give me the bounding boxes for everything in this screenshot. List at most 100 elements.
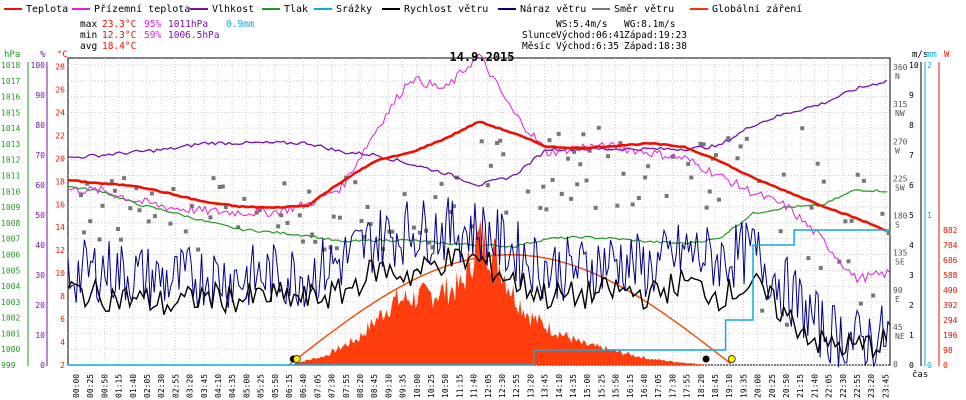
y-tick-pressure: 1004 (1, 282, 20, 291)
y-tick-direction: 0 (893, 360, 898, 369)
direction-point (307, 189, 312, 194)
x-tick-label: 15:50 (612, 374, 621, 398)
svg-text:Rychlost větru: Rychlost větru (404, 3, 488, 15)
x-tick-label: 18:45 (711, 374, 720, 398)
direction-point (211, 176, 216, 181)
legend-item-teplota[interactable]: Teplota (4, 4, 68, 15)
direction-point (566, 156, 570, 161)
direction-point (809, 205, 814, 210)
legend-item-smer[interactable]: Směr větru (592, 3, 674, 15)
y-tick-radiation: 882 (943, 226, 958, 235)
direction-point (781, 172, 786, 177)
direction-point (581, 132, 586, 137)
y-tick-pressure: 1010 (1, 187, 20, 196)
direction-point (578, 162, 583, 167)
y-tick-pressure: 1018 (1, 61, 20, 70)
y-tick-direction-name: E (895, 295, 900, 304)
y-tick-humidity: 90 (35, 91, 45, 100)
y-tick-pressure: 999 (1, 361, 16, 370)
y-tick-wind: 2 (909, 301, 914, 310)
y-tick-temperature: 18 (55, 177, 65, 186)
svg-text:Srážky: Srážky (336, 3, 372, 15)
legend-item-zareni[interactable]: Globální záření (690, 3, 802, 15)
legend-item-srazky[interactable]: Srážky (314, 3, 372, 15)
legend-item-tlak[interactable]: Tlak (262, 4, 308, 15)
y-tick-temperature: 8 (60, 292, 65, 301)
xaxis-label: čas (912, 369, 928, 380)
direction-point (418, 230, 422, 235)
y-tick-radiation: 784 (943, 241, 958, 250)
legend-item-rychlost[interactable]: Rychlost větru (382, 3, 488, 15)
y-tick-pressure: 1002 (1, 314, 20, 323)
legend-item-vlhkost[interactable]: Vlhkost (190, 4, 254, 15)
y-tick-temperature: 16 (55, 200, 65, 209)
direction-point (784, 322, 789, 327)
direction-point (584, 178, 589, 183)
direction-point (735, 156, 740, 161)
stats-mesic-zapad: Západ:18:38 (624, 41, 687, 52)
x-tick-label: 13:20 (526, 374, 535, 398)
svg-text:Přízemní teplota: Přízemní teplota (94, 3, 190, 15)
direction-point (128, 206, 133, 211)
direction-point (82, 230, 86, 235)
direction-point (282, 181, 287, 186)
stats-max-press: 1011hPa (168, 19, 208, 30)
y-tick-direction-name: N (895, 72, 900, 81)
x-tick-label: 22:55 (853, 374, 862, 398)
y-tick-direction: 270 (893, 137, 908, 146)
svg-text:Směr větru: Směr větru (614, 3, 674, 15)
direction-point (479, 139, 484, 144)
y-tick-pressure: 1008 (1, 219, 20, 228)
y-tick-pressure: 1016 (1, 93, 20, 102)
y-tick-temperature: 22 (55, 131, 65, 140)
y-tick-pressure: 1006 (1, 250, 20, 259)
direction-point (587, 148, 592, 153)
direction-point (606, 154, 611, 159)
y-tick-radiation: 196 (943, 331, 958, 340)
y-tick-wind: 9 (909, 91, 914, 100)
y-tick-pressure: 1003 (1, 298, 20, 307)
unit-mm: mm (926, 50, 937, 60)
y-tick-pressure: 1009 (1, 203, 20, 212)
y-tick-rain: 0 (927, 361, 932, 370)
direction-point (116, 227, 120, 231)
direction-point (714, 153, 718, 158)
x-tick-label: 16:40 (640, 374, 649, 398)
direction-point (109, 179, 114, 184)
stats-wg: WG:8.1m/s (624, 19, 675, 30)
direction-point (310, 232, 315, 237)
direction-point (559, 192, 564, 196)
x-tick-label: 06:15 (285, 374, 294, 398)
direction-point (621, 171, 626, 176)
direction-point (593, 205, 598, 210)
sun-moon-markers (289, 355, 736, 363)
direction-point (871, 293, 876, 298)
y-tick-wind: 0 (909, 361, 914, 370)
direction-point (433, 195, 438, 200)
x-tick-label: 04:10 (214, 374, 223, 398)
x-tick-label: 09:35 (399, 374, 408, 398)
y-tick-rain: 1 (927, 211, 932, 220)
stats-min-press: 1006.5hPa (168, 30, 219, 41)
x-tick-label: 19:35 (739, 374, 748, 398)
legend-item-prizemni[interactable]: Přízemní teplota (72, 3, 190, 15)
direction-point (818, 265, 823, 270)
direction-point (575, 182, 580, 187)
direction-point (411, 225, 416, 230)
x-tick-label: 11:40 (470, 374, 479, 398)
x-tick-label: 23:20 (867, 374, 876, 398)
unit-degc: °C (57, 50, 68, 60)
direction-point (171, 187, 176, 191)
direction-point (322, 247, 327, 252)
stats-slunce: Slunce (522, 30, 557, 41)
legend-item-naraz[interactable]: Náraz větru (498, 3, 586, 15)
direction-point (569, 196, 574, 201)
stats-mesic: Měsíc (522, 41, 551, 52)
direction-point (208, 215, 213, 220)
y-tick-direction: 180 (893, 212, 908, 221)
direction-point (498, 138, 503, 143)
x-tick-label: 13:45 (541, 374, 550, 398)
direction-point (470, 224, 475, 229)
direction-point (119, 237, 123, 242)
x-tick-label: 01:15 (115, 374, 124, 398)
